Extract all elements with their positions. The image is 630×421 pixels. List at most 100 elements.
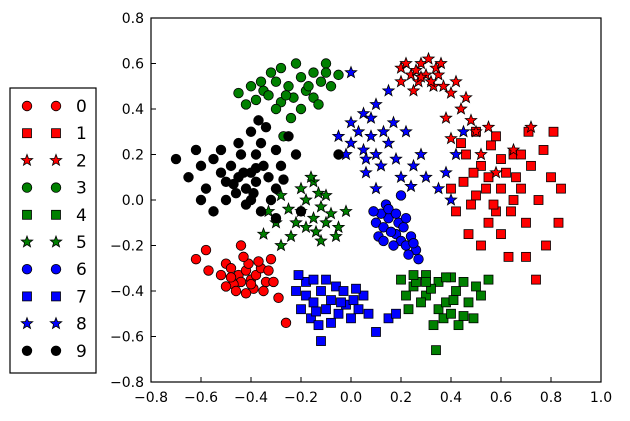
legend-marker-9 [21, 345, 33, 357]
point-series-8 [369, 147, 383, 161]
point-series-5 [304, 170, 318, 184]
point-series-5 [314, 199, 328, 213]
point-series-1 [488, 199, 499, 210]
x-tick-label: 0.8 [540, 390, 562, 406]
point-series-9 [283, 131, 294, 142]
point-series-9 [220, 194, 232, 206]
x-tick-label: −0.8 [134, 390, 168, 406]
point-series-4 [421, 290, 431, 301]
point-series-3 [320, 58, 332, 69]
point-series-1 [511, 172, 521, 183]
point-series-3 [320, 67, 332, 78]
point-series-4 [421, 276, 431, 287]
point-series-2 [469, 124, 483, 138]
point-series-9 [195, 160, 207, 172]
legend-marker-2 [20, 153, 34, 167]
legend-marker-1 [22, 128, 32, 139]
x-tick-label: 0.2 [390, 390, 412, 406]
point-series-9 [250, 162, 262, 174]
point-series-3 [245, 81, 257, 92]
point-series-0 [265, 253, 277, 265]
y-tick-label: −0.8 [110, 375, 144, 391]
point-series-4 [451, 286, 461, 296]
point-series-4 [463, 297, 474, 308]
point-series-6 [395, 190, 407, 201]
point-series-8 [439, 165, 453, 179]
point-series-9 [195, 194, 207, 206]
point-series-1 [451, 206, 461, 217]
point-series-3 [313, 99, 324, 110]
y-tick-label: −0.2 [110, 239, 144, 255]
point-series-6 [370, 217, 382, 228]
point-series-6 [390, 208, 402, 219]
point-series-8 [406, 158, 421, 172]
point-series-6 [383, 203, 394, 215]
point-series-7 [353, 304, 364, 315]
point-series-2 [436, 79, 451, 93]
legend-label: 0 [76, 97, 87, 117]
point-series-4 [458, 276, 469, 287]
legend-label: 3 [76, 179, 87, 199]
point-series-1 [538, 145, 549, 155]
point-series-1 [456, 138, 466, 149]
point-series-3 [315, 76, 327, 87]
point-series-8 [399, 124, 413, 138]
point-series-0 [225, 263, 237, 274]
point-series-8 [414, 147, 428, 161]
point-series-8 [356, 142, 371, 156]
point-series-4 [426, 283, 436, 294]
point-series-4 [476, 290, 486, 301]
point-series-6 [378, 222, 389, 233]
point-series-7 [308, 297, 319, 308]
point-series-2 [414, 70, 428, 83]
point-series-8 [359, 151, 373, 165]
legend-marker-3 [21, 182, 33, 193]
point-series-4 [408, 270, 419, 280]
point-series-9 [260, 121, 272, 133]
legend-marker-5 [49, 234, 63, 248]
point-series-3 [265, 67, 277, 78]
point-series-4 [428, 320, 439, 331]
point-series-9 [208, 153, 219, 165]
point-series-5 [311, 186, 326, 199]
point-series-5 [309, 224, 323, 238]
point-series-9 [208, 206, 219, 217]
legend-label: 1 [76, 124, 87, 144]
point-series-2 [394, 74, 408, 88]
point-series-8 [394, 170, 408, 184]
point-series-2 [464, 113, 478, 127]
point-series-2 [409, 63, 423, 77]
y-tick-label: 0.4 [122, 102, 144, 118]
point-series-4 [433, 304, 444, 315]
legend-label: 7 [76, 287, 87, 307]
point-series-0 [240, 288, 252, 299]
legend-label: 6 [76, 260, 87, 280]
plot-marks [170, 51, 566, 356]
legend-label: 2 [76, 151, 87, 171]
point-series-1 [446, 183, 456, 194]
point-series-8 [364, 129, 378, 143]
point-series-3 [285, 112, 297, 124]
point-series-4 [448, 295, 459, 306]
point-series-5 [339, 204, 353, 218]
point-series-2 [481, 120, 496, 133]
point-series-1 [556, 183, 566, 194]
legend-marker-7 [22, 291, 32, 302]
point-series-5 [319, 215, 333, 229]
point-series-9 [255, 206, 267, 217]
legend-label: 4 [76, 206, 87, 226]
point-series-9 [215, 144, 227, 156]
x-tick-label: 0.4 [440, 390, 462, 406]
point-series-3 [275, 62, 287, 74]
point-series-2 [506, 142, 521, 156]
point-series-5 [299, 220, 313, 234]
point-series-9 [233, 137, 244, 149]
legend-marker-6 [50, 264, 62, 275]
point-series-6 [388, 240, 399, 251]
point-series-7 [351, 283, 361, 294]
legend-marker-3 [50, 182, 62, 193]
point-series-3 [295, 71, 307, 83]
point-series-8 [356, 106, 371, 120]
point-series-8 [331, 129, 346, 143]
